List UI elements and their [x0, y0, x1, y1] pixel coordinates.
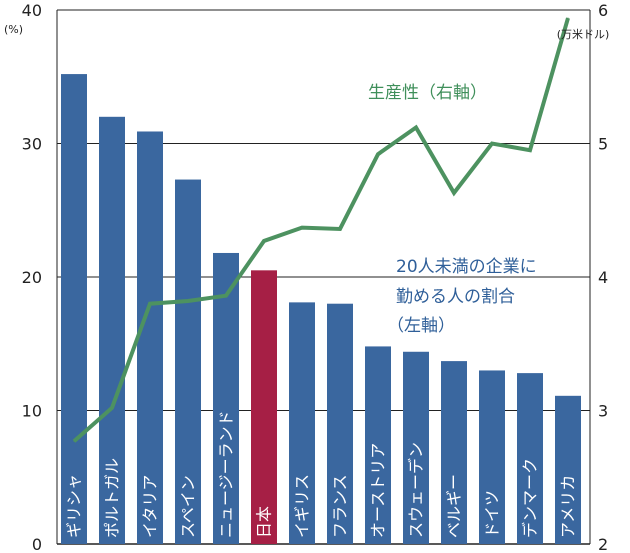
category-label: ベルギー [445, 474, 464, 538]
right-tick-label: 4 [598, 268, 608, 287]
right-axis: 2 3 4 5 6 [598, 1, 608, 553]
bar [327, 303, 353, 544]
share-annotation-line2: 勤める人の割合 [396, 287, 515, 307]
category-label: イギリス [293, 474, 312, 538]
productivity-series-line [72, 17, 570, 443]
category-label: デンマーク [521, 458, 540, 538]
category-label: オーストリア [369, 443, 388, 538]
productivity-point [301, 227, 303, 229]
grid-lines [56, 9, 591, 545]
productivity-point [187, 300, 189, 302]
left-tick-label: 20 [22, 268, 42, 287]
productivity-point [263, 240, 265, 242]
left-axis-unit: (%) [4, 23, 23, 36]
bar [479, 370, 505, 544]
bar [175, 179, 201, 545]
left-tick-label: 10 [22, 402, 42, 421]
productivity-point [225, 295, 227, 297]
productivity-line [72, 17, 570, 443]
category-labels: ギリシャ ポルトガル イタリア スペイン ニュージーランド 日本 イギリス フランス オーストリ… [65, 410, 578, 538]
category-label: アメリカ [559, 475, 578, 538]
category-label: ギリシャ [65, 474, 84, 538]
category-label: ドイツ [483, 490, 502, 538]
right-tick-label: 6 [598, 1, 608, 20]
bar [251, 270, 277, 544]
productivity-point [111, 407, 113, 409]
left-tick-label: 40 [22, 1, 42, 20]
productivity-point [73, 440, 75, 442]
productivity-annotation: 生産性（右軸） [368, 83, 487, 103]
category-label: イタリア [141, 475, 160, 538]
bar [403, 351, 429, 544]
left-tick-label: 0 [32, 535, 42, 553]
share-annotation-line1: 20人未満の企業に [396, 257, 537, 277]
bar [289, 302, 315, 544]
left-tick-label: 30 [22, 135, 42, 154]
bars [61, 74, 581, 545]
right-axis-unit: (万米ドル) [557, 28, 610, 41]
category-label: スウェーデン [407, 442, 426, 538]
productivity-point [453, 192, 455, 194]
right-tick-label: 2 [598, 535, 608, 553]
productivity-point [339, 228, 341, 230]
category-label: フランス [331, 474, 350, 538]
bar [441, 361, 467, 544]
right-tick-label: 3 [598, 402, 608, 421]
category-label: スペイン [179, 475, 198, 538]
right-tick-label: 5 [598, 135, 608, 154]
left-axis: 0 10 20 30 40 [22, 1, 42, 553]
productivity-point [491, 143, 493, 144]
category-label: ニュージーランド [217, 410, 236, 538]
bar [213, 252, 239, 544]
bar [61, 74, 87, 544]
bar [517, 373, 543, 544]
bar [99, 116, 125, 545]
productivity-point [149, 303, 151, 305]
share-annotation-line3: （左軸） [387, 316, 455, 336]
productivity-point [529, 149, 531, 151]
productivity-point [415, 126, 417, 128]
productivity-point [567, 17, 569, 19]
productivity-point [377, 153, 379, 155]
category-label: ポルトガル [103, 458, 122, 538]
category-label: 日本 [255, 506, 274, 538]
bar [555, 395, 581, 544]
bar [137, 131, 163, 545]
bar [365, 346, 391, 544]
